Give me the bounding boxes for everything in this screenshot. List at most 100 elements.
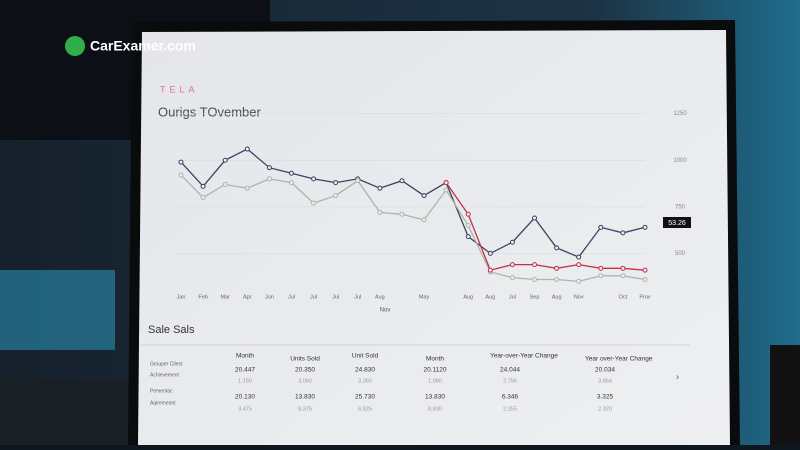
y-tick-label: 750: [675, 204, 686, 210]
logo-text: CarExamer.com: [90, 38, 196, 54]
x-tick-label: Jul: [310, 294, 317, 300]
table-cell: 1.150: [238, 378, 252, 384]
y-tick-label: 1000: [673, 158, 687, 164]
x-tick-label: Jul: [509, 294, 516, 300]
x-tick-label: Jan: [177, 294, 186, 300]
point: [487, 250, 493, 256]
side-glow: [0, 270, 115, 350]
table-cell: 20.034: [595, 367, 615, 374]
point: [222, 157, 228, 163]
x-tick-label: Jun: [265, 294, 274, 300]
table-header: Units Sold: [290, 356, 320, 363]
table-header: Year over-Year Change: [585, 356, 653, 363]
table-cell: 3,060: [298, 378, 312, 384]
point: [355, 178, 361, 184]
point: [443, 187, 449, 193]
series-line: [180, 148, 646, 258]
x-tick-label: Mar: [220, 294, 230, 300]
point: [576, 262, 582, 268]
x-tick-label: Apr: [243, 294, 252, 300]
point: [487, 267, 493, 273]
point: [642, 224, 648, 230]
table-cell: 20.447: [235, 367, 255, 374]
x-tick-label: Jul: [354, 294, 361, 300]
x-tick-label: Jul: [332, 294, 339, 300]
table-cell: 8,830: [428, 406, 442, 412]
point: [421, 217, 427, 223]
point: [333, 180, 339, 186]
point: [642, 267, 648, 273]
point: [178, 172, 184, 178]
point: [443, 180, 449, 186]
point: [642, 277, 648, 282]
row-label: Aqiremeont: [150, 400, 176, 406]
table-cell: 1.080: [428, 378, 442, 384]
series-line: [445, 182, 646, 271]
table-cell: 2.756: [503, 378, 517, 384]
point: [532, 215, 538, 221]
table-cell: 3.475: [238, 406, 252, 412]
x-axis-label: Nov: [380, 308, 391, 314]
brand: TELA: [160, 84, 199, 94]
x-tick-label: Prov: [639, 294, 651, 300]
x-tick-label: Sep: [530, 294, 540, 300]
row-label: Grouper Cilest: [150, 361, 183, 367]
chart-layer: 500 750 1000 1250 Jan Feb Mar Apr Jun Jul Jul Jul Ju…: [150, 111, 687, 412]
point: [465, 234, 471, 240]
x-tick-label: Aug: [485, 294, 495, 300]
table-header: Year-over-Year Change: [490, 353, 558, 360]
point: [377, 209, 383, 215]
point: [620, 273, 626, 279]
point: [333, 193, 339, 199]
annotation-box: [663, 217, 691, 228]
point: [399, 211, 405, 217]
table-cell: 6.346: [502, 394, 519, 401]
point: [620, 230, 626, 236]
point: [532, 277, 538, 282]
table-header: Month: [236, 353, 254, 360]
point: [465, 211, 471, 217]
speaker: [770, 345, 800, 445]
point: [465, 222, 471, 228]
x-tick-label: Jul: [288, 294, 295, 300]
point: [576, 278, 582, 284]
table-header: Month: [426, 356, 444, 363]
point: [509, 239, 515, 245]
point: [598, 224, 604, 230]
point: [266, 176, 272, 182]
point: [509, 262, 515, 268]
x-tick-label: May: [419, 294, 430, 300]
point: [244, 146, 250, 152]
row-label: Pementac: [150, 388, 173, 394]
point: [554, 277, 560, 282]
point: [421, 193, 427, 199]
point: [288, 170, 294, 176]
y-tick-label: 500: [675, 251, 686, 257]
point: [200, 195, 206, 200]
table-cell: 3.864: [598, 378, 612, 384]
table-cell: 24.044: [500, 367, 520, 374]
table-cell: 20.1120: [423, 367, 446, 374]
table-cell: 20.130: [235, 394, 255, 401]
screen: [138, 30, 730, 445]
x-tick-label: Aug: [463, 294, 473, 300]
point: [244, 185, 250, 191]
table-cell: 13.830: [295, 394, 315, 401]
point: [598, 273, 604, 279]
table-title: Sale Sals: [148, 324, 195, 336]
row-label: Achievement: [150, 372, 180, 378]
table-cell: 25.730: [355, 394, 375, 401]
point: [266, 165, 272, 171]
table-cell: 13.830: [425, 394, 445, 401]
point: [178, 159, 184, 165]
x-tick-label: Nov: [574, 294, 584, 300]
logo-icon: [65, 36, 85, 56]
point: [311, 200, 317, 206]
point: [532, 262, 538, 268]
table-arrow: ›: [676, 371, 679, 381]
x-tick-label: Aug: [552, 294, 562, 300]
point: [598, 265, 604, 271]
x-tick-label: Feb: [198, 294, 207, 300]
